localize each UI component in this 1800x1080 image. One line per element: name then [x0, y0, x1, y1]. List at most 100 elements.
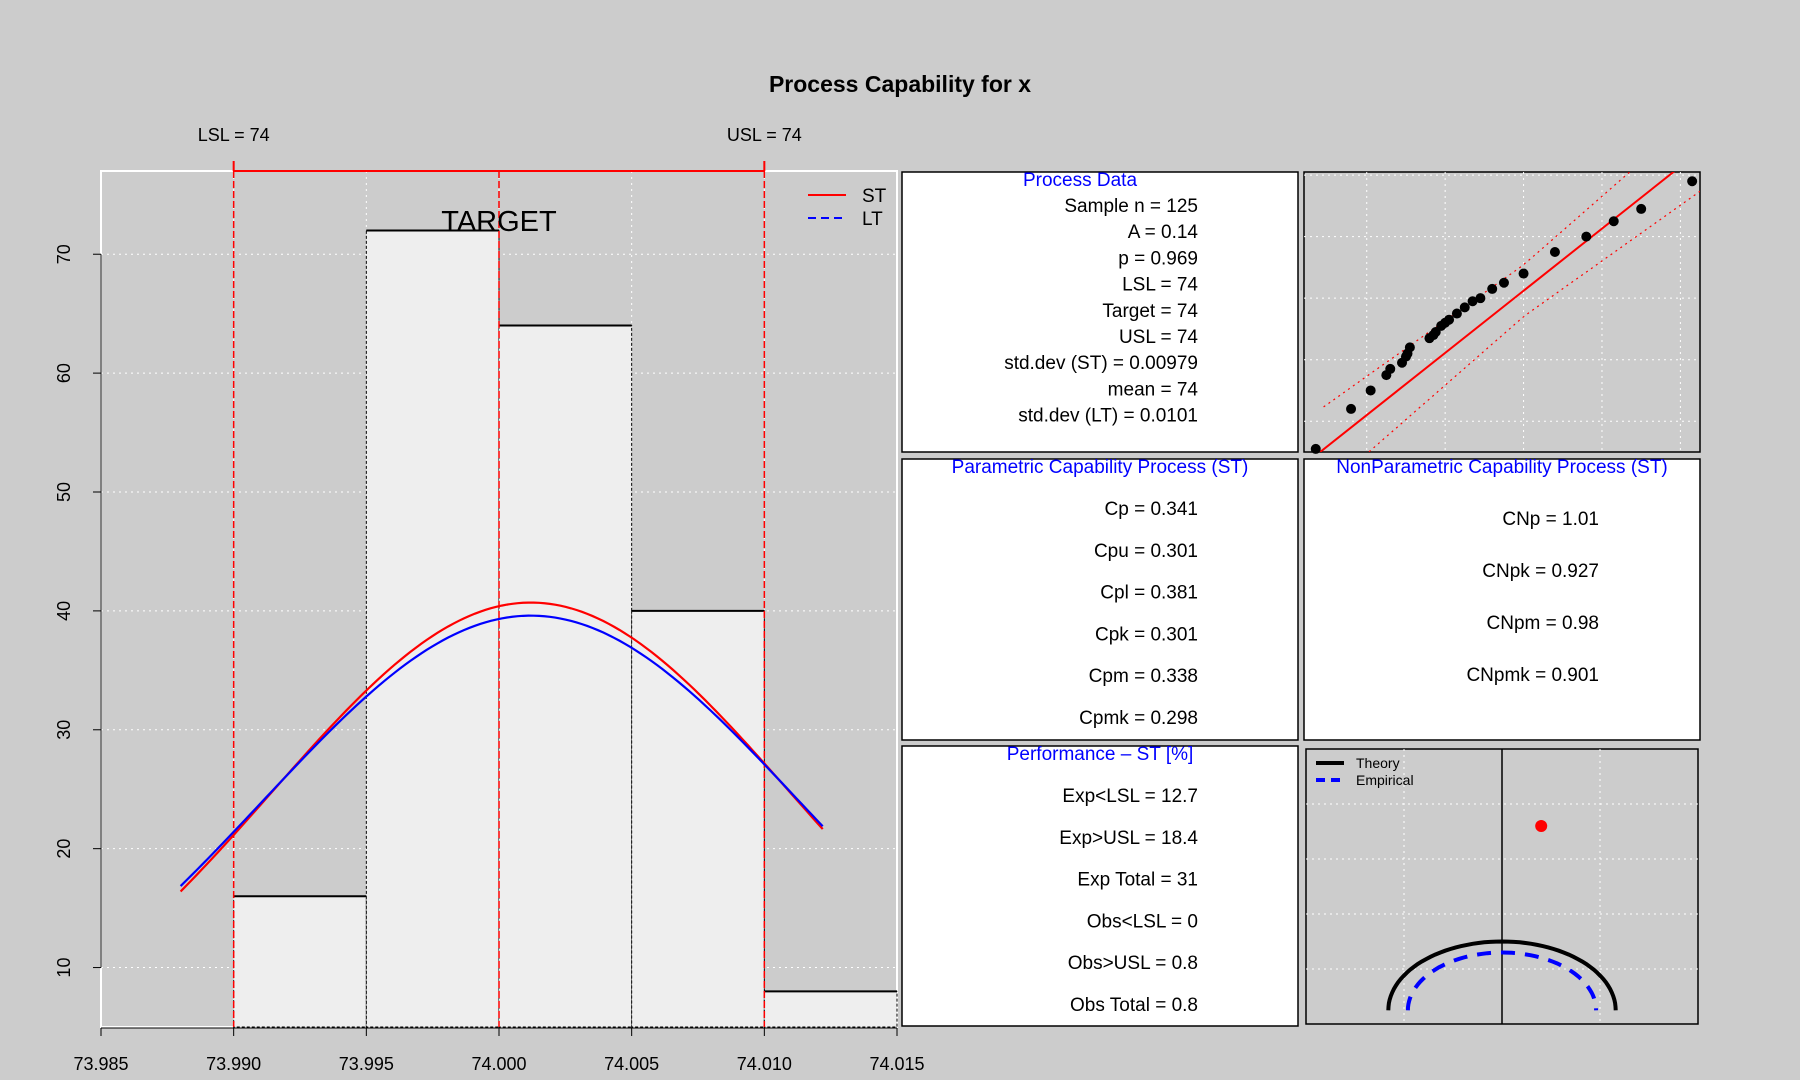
cap-legend-label: Theory — [1356, 755, 1400, 771]
panel-line: Obs<LSL = 0 — [1087, 911, 1198, 932]
parametric-panel: Parametric Capability Process (ST) Cp = 0… — [901, 457, 1299, 741]
qq-point — [1444, 314, 1455, 325]
nonparametric-panel: NonParametric Capability Process (ST) CNp… — [1303, 457, 1701, 741]
qq-point — [1518, 268, 1529, 279]
panel-line: CNpmk = 0.901 — [1466, 665, 1599, 686]
panel-line: mean = 74 — [1108, 379, 1199, 400]
legend-label-st: ST — [862, 186, 887, 207]
qq-point — [1498, 277, 1509, 288]
qq-plot-frame — [1303, 171, 1701, 453]
x-tick-label: 74.005 — [604, 1054, 659, 1074]
panel-line: CNp = 1.01 — [1502, 509, 1599, 530]
x-tick-label: 74.015 — [869, 1054, 924, 1074]
qq-point — [1459, 302, 1470, 313]
panel-line: USL = 74 — [1119, 327, 1198, 348]
y-tick-label: 10 — [54, 958, 74, 978]
density-curves — [179, 601, 824, 893]
cap-point — [1535, 820, 1548, 832]
lt-density-curve — [179, 614, 824, 887]
qq-point — [1365, 385, 1376, 396]
histogram-bar — [763, 990, 898, 1028]
panel-line: std.dev (ST) = 0.00979 — [1004, 353, 1198, 374]
panel-line: Cpk = 0.301 — [1095, 624, 1198, 645]
panel-line: std.dev (LT) = 0.0101 — [1018, 406, 1198, 427]
panel-line: CNpk = 0.927 — [1482, 561, 1599, 582]
panel-line: Obs>USL = 0.8 — [1068, 953, 1198, 974]
qq-lines — [1318, 172, 1700, 452]
performance-text: Performance – ST [%] Exp<LSL = 12.7 Exp>US… — [1007, 744, 1199, 1016]
process-data-text: Process Data Sample n = 125 A = 0.14 p = 0.… — [1004, 170, 1198, 427]
x-tick-label: 74.010 — [737, 1054, 792, 1074]
theory-arc — [1386, 939, 1618, 1011]
panel-line: Cpmk = 0.298 — [1079, 708, 1198, 729]
qq-point — [1467, 296, 1478, 307]
y-tick-label: 30 — [54, 720, 74, 740]
performance-frame — [901, 745, 1299, 1027]
y-tick-label: 70 — [54, 244, 74, 264]
qq-fit-line — [1318, 172, 1676, 452]
panel-line: Exp<LSL = 12.7 — [1062, 786, 1198, 807]
panel-title: Parametric Capability Process (ST) — [952, 457, 1249, 478]
qq-point — [1487, 283, 1498, 294]
qq-plot — [1303, 171, 1701, 454]
qq-point — [1404, 342, 1415, 353]
panel-line: A = 0.14 — [1128, 222, 1199, 243]
qq-plot-content — [1304, 172, 1700, 454]
usl-label: USL = 74 — [727, 125, 802, 145]
histogram-chart: 10 20 30 40 50 60 70 73.985 73.990 73.995 74.000 74… — [54, 125, 925, 1074]
histogram-bar — [233, 895, 367, 1028]
nonparametric-text: NonParametric Capability Process (ST) CNp… — [1336, 457, 1668, 686]
histogram-bar — [631, 610, 765, 1028]
qq-point — [1451, 308, 1462, 319]
panel-line: Cpu = 0.301 — [1094, 541, 1198, 562]
parametric-text: Parametric Capability Process (ST) Cp = 0… — [952, 457, 1249, 729]
qq-point — [1636, 203, 1647, 214]
panel-line: Exp>USL = 18.4 — [1059, 828, 1198, 849]
panel-line: p = 0.969 — [1118, 248, 1198, 269]
panel-line: Cp = 0.341 — [1105, 499, 1199, 520]
panel-title: Process Data — [1023, 170, 1137, 191]
empirical-arc — [1405, 950, 1599, 1011]
panel-line: Obs Total = 0.8 — [1070, 995, 1198, 1016]
x-tick-label: 74.000 — [471, 1054, 526, 1074]
panel-line: Sample n = 125 — [1064, 196, 1198, 217]
cap-legend-label: Empirical — [1356, 772, 1414, 788]
qq-point — [1346, 403, 1357, 414]
process-data-panel: Process Data Sample n = 125 A = 0.14 p = 0.… — [901, 170, 1299, 453]
qq-point — [1687, 176, 1698, 187]
panel-line: CNpm = 0.98 — [1487, 613, 1599, 634]
histogram-bars — [233, 229, 898, 1028]
x-tick-label: 73.995 — [339, 1054, 394, 1074]
x-tick-label: 73.990 — [206, 1054, 261, 1074]
qq-point — [1310, 443, 1321, 454]
panel-line: Cpl = 0.381 — [1100, 583, 1198, 604]
nonparametric-frame — [1303, 458, 1701, 741]
panel-line: Cpm = 0.338 — [1089, 666, 1198, 687]
spec-limit-lines — [232, 161, 766, 1027]
panel-title: NonParametric Capability Process (ST) — [1336, 457, 1668, 478]
histogram-bar — [365, 229, 500, 1028]
y-tick-label: 60 — [54, 363, 74, 383]
qq-point — [1385, 363, 1396, 374]
target-label: TARGET — [441, 206, 557, 238]
y-tick-label: 50 — [54, 482, 74, 502]
x-tick-label: 73.985 — [73, 1054, 128, 1074]
panel-line: Target = 74 — [1102, 301, 1198, 322]
panel-line: Exp Total = 31 — [1077, 870, 1198, 891]
y-tick-label: 20 — [54, 839, 74, 859]
qq-point — [1549, 247, 1560, 257]
panel-title: Performance – ST [%] — [1007, 744, 1194, 765]
qq-point — [1475, 293, 1486, 304]
y-tick-label: 40 — [54, 601, 74, 621]
legend-label-lt: LT — [862, 209, 883, 230]
histogram-bar — [498, 325, 633, 1028]
qq-point — [1608, 216, 1619, 227]
qq-point — [1581, 231, 1592, 242]
process-data-frame — [901, 171, 1299, 453]
histogram-axes: 10 20 30 40 50 60 70 73.985 73.990 73.995 74.000 74… — [54, 244, 925, 1074]
parametric-frame — [901, 458, 1299, 741]
